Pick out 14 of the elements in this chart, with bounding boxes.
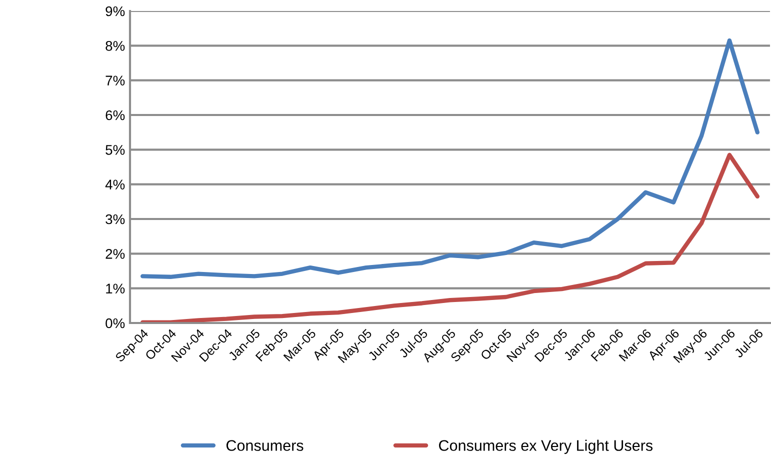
y-tick-label: 5% xyxy=(106,145,125,155)
y-tick-label: 2% xyxy=(106,249,125,259)
y-tick-label: 3% xyxy=(106,214,125,224)
legend-label: Consumers ex Very Light Users xyxy=(439,440,653,454)
y-tick-label: 0% xyxy=(106,318,125,328)
y-tick-label: 6% xyxy=(106,110,125,120)
y-tick-label: 7% xyxy=(106,76,125,86)
line-series xyxy=(140,38,760,279)
legend-label: Consumers xyxy=(226,440,304,451)
line-series xyxy=(140,152,760,323)
y-tick-label: 9% xyxy=(106,6,125,16)
y-tick-label: 8% xyxy=(106,41,125,51)
y-tick-label: 4% xyxy=(105,180,125,190)
y-tick-label: 1% xyxy=(106,284,125,294)
